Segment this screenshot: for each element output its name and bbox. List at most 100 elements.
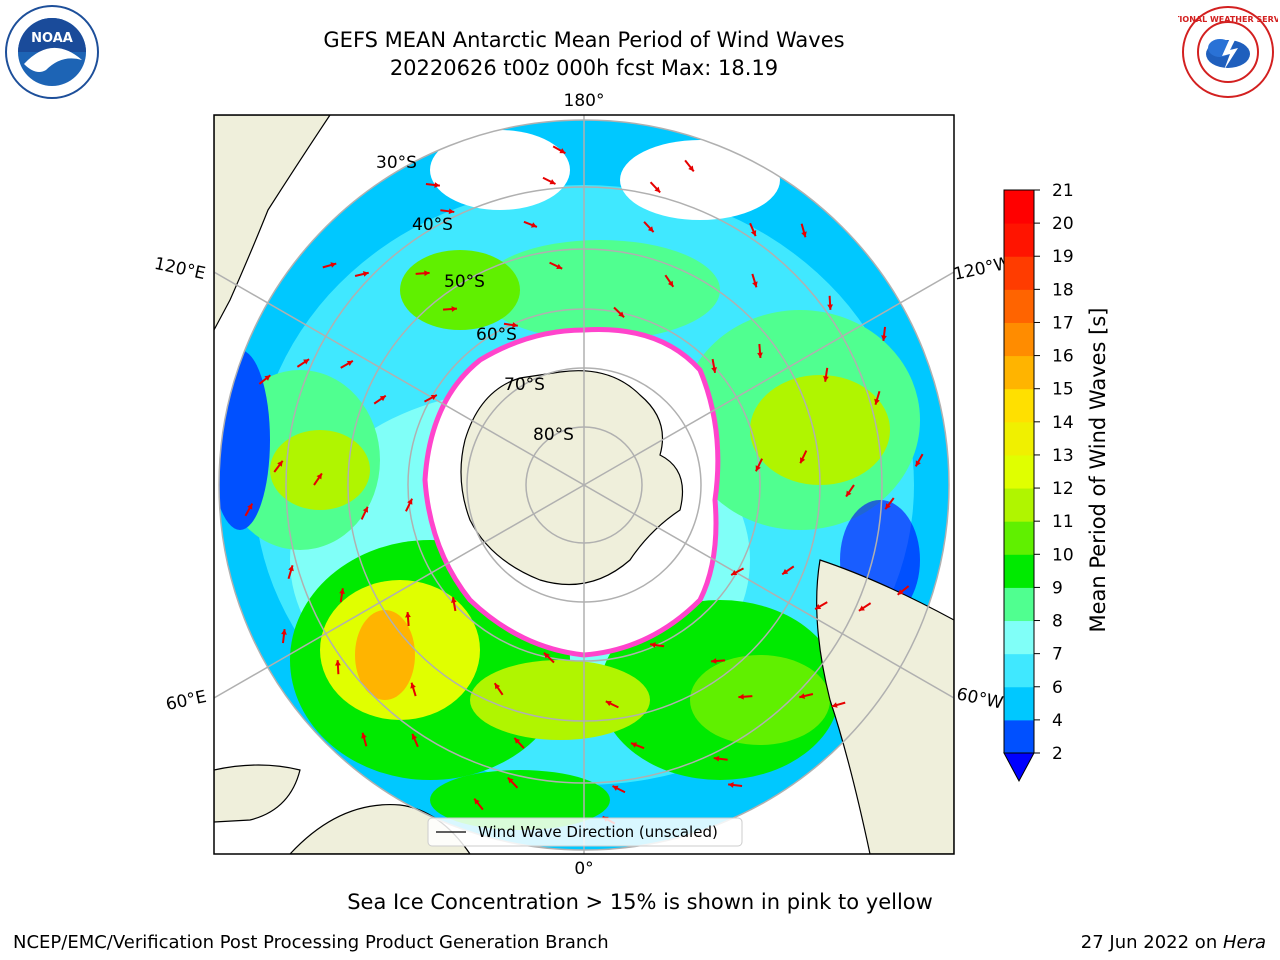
lat-label-60s: 60°S — [476, 325, 517, 345]
noaa-logo-icon: NOAA — [5, 5, 99, 99]
wind-arrow-head — [474, 798, 480, 805]
wind-arrow-head — [858, 605, 865, 611]
lat-label-50s: 50°S — [444, 272, 485, 292]
lon-label-0: 0° — [574, 859, 593, 879]
wind-arrow-head — [897, 589, 904, 595]
wind-arrow-head — [738, 693, 744, 700]
wind-arrow-head — [247, 503, 253, 510]
colorbar-frame — [1003, 189, 1035, 754]
colorbar-bin — [1004, 620, 1034, 655]
wind-arrow-head — [512, 322, 518, 328]
wind-arrow-head — [530, 222, 537, 228]
footer-date: 27 Jun 2022 on Hera — [1081, 932, 1266, 953]
wind-arrow-head — [339, 588, 345, 594]
wind-arrow-head — [277, 460, 283, 467]
wind-arrow-head — [885, 503, 891, 510]
wind-arrow-head — [316, 473, 322, 480]
map-frame — [213, 114, 955, 855]
wind-arrow-head — [799, 457, 806, 464]
wind-arrow-head — [335, 660, 341, 666]
wind-arrow-head — [654, 186, 661, 193]
colorbar-bin — [1004, 554, 1034, 588]
wind-arrow-head — [618, 311, 625, 318]
colorbar-tick-label: 16 — [1052, 347, 1074, 367]
wind-arrow-head — [410, 682, 416, 689]
colorbar-bin — [1004, 587, 1034, 622]
wind-arrow-head — [881, 335, 887, 341]
wind-arrow-head — [755, 465, 761, 472]
nws-logo-text: NATIONAL WEATHER SERVICE — [1178, 15, 1278, 24]
colorbar-bin — [1004, 223, 1034, 257]
lon-label-180: 180° — [564, 91, 605, 111]
wind-arrow-head — [362, 271, 369, 277]
colorbar-tick-label: 9 — [1052, 578, 1063, 598]
colorbar-tick-label: 15 — [1052, 380, 1074, 400]
wind-arrow-head — [688, 165, 694, 172]
wind-arrow-head — [281, 629, 287, 635]
wind-arrow-head — [407, 498, 413, 505]
wind-arrow-head — [559, 148, 566, 154]
graticule — [214, 115, 954, 854]
wind-arrow-head — [430, 394, 437, 401]
footer-machine: Hera — [1222, 932, 1266, 953]
wind-arrow-head — [330, 262, 337, 268]
map-legend: Wind Wave Direction (unscaled) — [427, 817, 743, 847]
wind-arrow-head — [549, 179, 556, 185]
wind-arrow-head — [782, 568, 789, 575]
legend-label: Wind Wave Direction (unscaled) — [478, 823, 718, 841]
colorbar-tick-label: 7 — [1052, 645, 1063, 665]
colorbar-tick-label: 6 — [1052, 678, 1063, 698]
wind-arrow-head — [448, 208, 455, 215]
colorbar-tick-label: 4 — [1052, 711, 1063, 731]
wind-arrow-head — [846, 490, 852, 497]
colorbar-bin — [1004, 388, 1034, 423]
lat-label-40s: 40°S — [412, 215, 453, 235]
wind-arrow-head — [631, 742, 638, 748]
chart-title: GEFS MEAN Antarctic Mean Period of Wind … — [323, 28, 845, 52]
colorbar-tick-label: 10 — [1052, 545, 1074, 565]
colorbar-tick-label: 19 — [1052, 247, 1074, 267]
colorbar-title: Mean Period of Wind Waves [s] — [1086, 307, 1110, 633]
colorbar-bin — [1004, 322, 1034, 357]
wind-arrow-head — [605, 700, 612, 707]
colorbar-tick-label: 18 — [1052, 280, 1074, 300]
wind-arrow-head — [507, 777, 514, 784]
wind-arrow-head — [915, 460, 921, 467]
colorbar-bin — [1004, 653, 1034, 688]
wind-arrow-head — [647, 226, 654, 233]
colorbar-bin — [1004, 521, 1034, 555]
wind-arrow-head — [711, 367, 717, 373]
wind-arrow-head — [731, 569, 738, 576]
wind-arrow-head — [451, 306, 457, 312]
wind-arrow-head — [514, 737, 521, 744]
wind-arrow-head — [264, 375, 271, 381]
colorbar-bin — [1004, 686, 1034, 721]
colorbar-bin — [1004, 355, 1034, 390]
wind-arrow-head — [757, 352, 763, 358]
colorbar-bin — [1004, 454, 1034, 489]
lat-label-80s: 80°S — [533, 425, 574, 445]
wind-arrow-head — [543, 652, 550, 659]
colorbar-tick-label: 21 — [1052, 181, 1074, 201]
wind-arrow-head — [556, 263, 563, 270]
wind-arrow-head — [831, 702, 838, 708]
wind-arrow-head — [711, 658, 717, 664]
lat-label-30s: 30°S — [376, 153, 417, 173]
chart-subtitle: 20220626 t00z 000h fcst Max: 18.19 — [389, 56, 779, 80]
wind-arrow-head — [451, 597, 457, 603]
colorbar-bin — [1004, 421, 1034, 456]
wind-arrow-head — [379, 395, 386, 402]
colorbar-bin — [1004, 289, 1034, 323]
wind-arrows — [244, 145, 924, 825]
wind-arrow-head — [303, 359, 310, 365]
noaa-logo-text: NOAA — [31, 31, 73, 46]
wind-arrow-head — [799, 693, 806, 699]
wind-arrow-head — [346, 360, 353, 366]
wind-arrow-head — [424, 270, 430, 277]
wind-arrow-head — [728, 782, 734, 788]
wind-arrow-head — [405, 612, 411, 618]
colorbar-tick-label: 8 — [1052, 612, 1063, 632]
footer-credit: NCEP/EMC/Verification Post Processing Pr… — [13, 932, 609, 953]
